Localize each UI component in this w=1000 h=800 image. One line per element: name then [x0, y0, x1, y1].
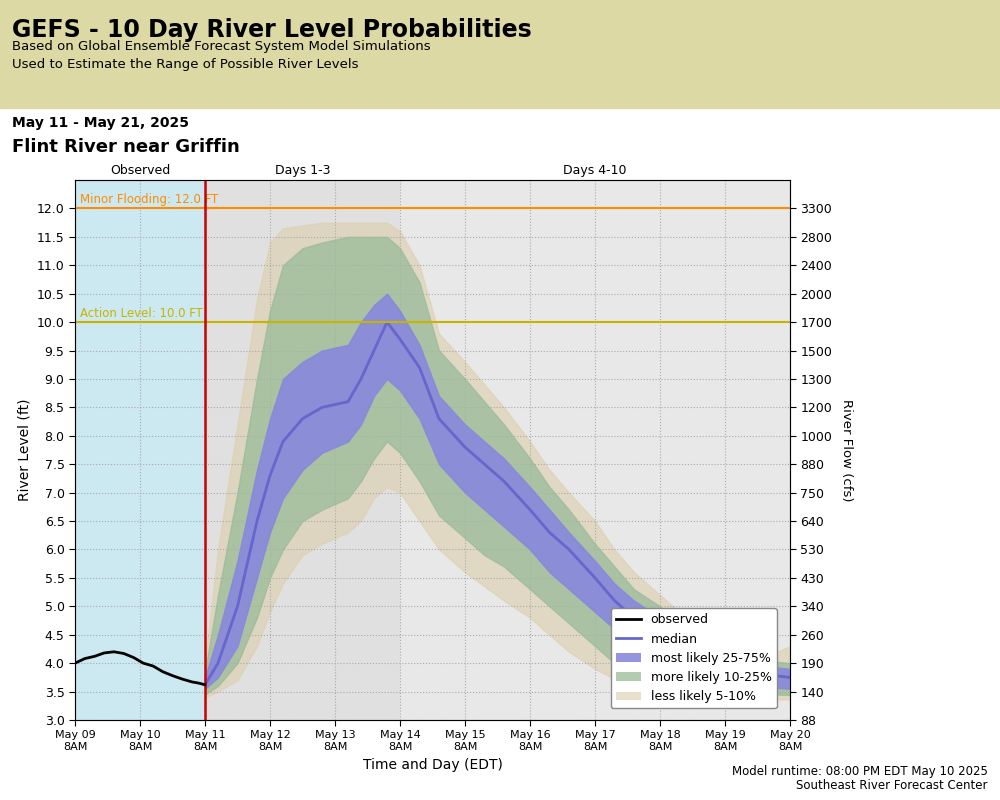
Text: Days 1-3: Days 1-3: [275, 164, 330, 178]
Text: Days 4-10: Days 4-10: [563, 164, 627, 178]
Text: Observed: Observed: [110, 164, 170, 178]
Text: GEFS - 10 Day River Level Probabilities: GEFS - 10 Day River Level Probabilities: [12, 18, 532, 42]
Bar: [75, 180, 205, 720]
Text: May 11 - May 21, 2025: May 11 - May 21, 2025: [12, 116, 189, 130]
Text: Southeast River Forecast Center: Southeast River Forecast Center: [796, 779, 988, 792]
Text: Based on Global Ensemble Forecast System Model Simulations: Based on Global Ensemble Forecast System…: [12, 40, 431, 53]
Legend: observed, median, most likely 25-75%, more likely 10-25%, less likely 5-10%: observed, median, most likely 25-75%, mo…: [611, 608, 777, 708]
Text: Minor Flooding: 12.0 FT: Minor Flooding: 12.0 FT: [80, 193, 218, 206]
Y-axis label: River Level (ft): River Level (ft): [17, 398, 31, 502]
Bar: [205, 180, 400, 720]
X-axis label: Time and Day (EDT): Time and Day (EDT): [363, 758, 502, 771]
Text: Action Level: 10.0 FT: Action Level: 10.0 FT: [80, 307, 203, 320]
Text: Flint River near Griffin: Flint River near Griffin: [12, 138, 240, 155]
Text: Model runtime: 08:00 PM EDT May 10 2025: Model runtime: 08:00 PM EDT May 10 2025: [732, 765, 988, 778]
Y-axis label: River Flow (cfs): River Flow (cfs): [840, 398, 853, 502]
Text: Used to Estimate the Range of Possible River Levels: Used to Estimate the Range of Possible R…: [12, 58, 358, 71]
Bar: [400, 180, 790, 720]
